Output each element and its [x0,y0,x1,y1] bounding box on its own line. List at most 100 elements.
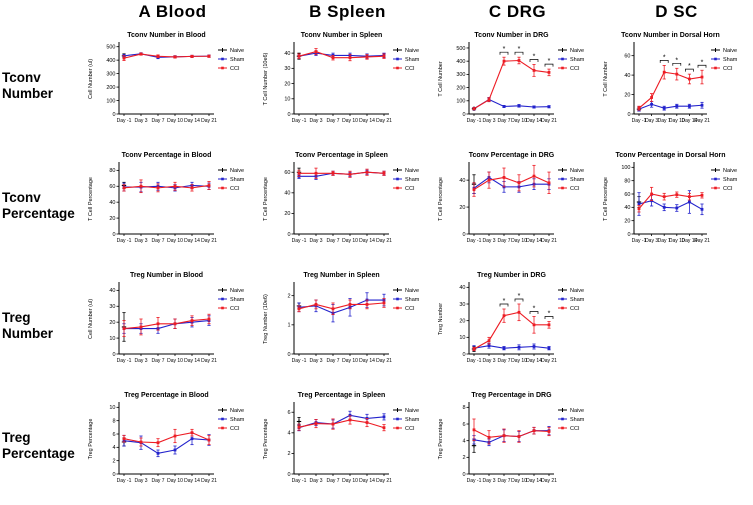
column-header-drg: C DRG [488,2,547,21]
svg-text:CCI: CCI [570,306,580,312]
svg-text:T Cell Percentage: T Cell Percentage [438,177,444,221]
line-chart-svg: Treg Number in Blood Cell Number (ul) 0 10 2… [88,272,245,364]
svg-text:Treg Percentage in DRG: Treg Percentage in DRG [471,392,552,399]
svg-text:Naive: Naive [570,408,584,414]
chart-tconv-percentage-blood: Tconv Percentage in Blood T Cell Percenta… [85,146,260,266]
svg-text:20: 20 [459,318,465,324]
svg-text:CCI: CCI [405,186,415,192]
svg-text:400: 400 [456,59,465,65]
svg-text:Sham: Sham [405,177,420,183]
svg-text:0: 0 [627,112,630,118]
svg-text:400: 400 [106,58,115,64]
svg-text:8: 8 [462,405,465,411]
svg-text:Day 3: Day 3 [309,478,322,484]
svg-text:8: 8 [112,418,115,424]
svg-text:*: * [548,311,551,318]
svg-text:300: 300 [456,72,465,78]
svg-text:40: 40 [459,285,465,291]
empty-cell [600,266,753,386]
svg-text:Cell Number (ul): Cell Number (ul) [88,59,94,99]
svg-text:Sham: Sham [723,57,738,63]
line-chart-svg: Tconv Number in DRG T Cell Number 0 100 200 3… [438,32,585,124]
svg-text:0: 0 [627,232,630,238]
line-chart-svg: Tconv Percentage in DRG T Cell Percentage… [438,152,585,244]
svg-text:10: 10 [284,97,290,103]
svg-text:Day 7: Day 7 [151,118,164,124]
line-chart-svg: Treg Number in Spleen Treg Number (10e6) 0… [263,272,420,364]
svg-text:1: 1 [287,323,290,329]
svg-text:Naive: Naive [570,288,584,294]
svg-text:Treg Percentage: Treg Percentage [88,419,94,460]
svg-text:100: 100 [456,99,465,105]
svg-text:Sham: Sham [405,297,420,303]
svg-text:2: 2 [462,455,465,461]
svg-text:Naive: Naive [230,408,244,414]
svg-text:Tconv Percentage in Spleen: Tconv Percentage in Spleen [295,152,388,159]
svg-text:Day 14: Day 14 [184,118,200,124]
chart-treg-percentage-blood: Treg Percentage in Blood Treg Percentage 0… [85,386,260,505]
svg-text:2: 2 [112,458,115,464]
svg-text:Naive: Naive [230,288,244,294]
svg-text:80: 80 [624,178,630,184]
svg-text:CCI: CCI [230,66,240,72]
svg-text:20: 20 [109,320,115,326]
svg-text:Tconv Number in Dorsal Horn: Tconv Number in Dorsal Horn [621,32,720,39]
svg-text:CCI: CCI [405,426,415,432]
svg-text:40: 40 [624,205,630,211]
svg-text:Naive: Naive [405,168,419,174]
svg-text:*: * [533,306,536,313]
svg-text:Naive: Naive [570,48,584,54]
svg-text:Sham: Sham [230,417,245,423]
svg-text:T Cell Percentage: T Cell Percentage [263,177,269,221]
svg-text:40: 40 [284,51,290,57]
svg-text:Sham: Sham [570,417,585,423]
row-label-tconv-number: Tconv Number [2,70,54,101]
svg-text:Day 21: Day 21 [694,118,710,124]
svg-text:Cell Number (ul): Cell Number (ul) [88,299,94,339]
svg-text:60: 60 [624,192,630,198]
svg-text:Day 7: Day 7 [497,118,510,124]
svg-text:Day 21: Day 21 [541,118,557,124]
svg-text:Tconv Percentage in Dorsal Hor: Tconv Percentage in Dorsal Horn [616,152,726,159]
svg-text:Day 3: Day 3 [482,118,495,124]
column-header-sc: D SC [655,2,698,21]
svg-text:Day 10: Day 10 [167,238,183,244]
svg-text:Naive: Naive [405,408,419,414]
empty-cell [600,386,753,505]
corner-spacer [0,0,85,26]
svg-text:Naive: Naive [405,288,419,294]
svg-text:Day 21: Day 21 [201,118,217,124]
svg-text:0: 0 [112,352,115,358]
svg-text:*: * [533,53,536,60]
svg-text:Day -1: Day -1 [467,478,482,484]
svg-text:0: 0 [462,352,465,358]
svg-text:300: 300 [106,71,115,77]
svg-text:Day 10: Day 10 [511,118,527,124]
svg-text:Sham: Sham [570,177,585,183]
svg-text:Day 21: Day 21 [201,478,217,484]
svg-text:Day -1: Day -1 [117,118,132,124]
svg-text:0: 0 [462,232,465,238]
svg-text:Day -1: Day -1 [292,358,307,364]
svg-text:Day 10: Day 10 [342,478,358,484]
svg-text:Sham: Sham [570,57,585,63]
svg-text:Day 7: Day 7 [326,358,339,364]
svg-text:CCI: CCI [230,306,240,312]
chart-tconv-number-blood: Tconv Number in Blood Cell Number (ul) 0 10… [85,26,260,146]
svg-text:Day 21: Day 21 [541,478,557,484]
svg-text:60: 60 [109,184,115,190]
line-chart-svg: Tconv Number in Blood Cell Number (ul) 0 10… [88,32,245,124]
svg-text:0: 0 [112,112,115,118]
svg-text:40: 40 [624,73,630,79]
svg-text:Day -1: Day -1 [467,238,482,244]
svg-text:T Cell Percentage: T Cell Percentage [88,177,94,221]
line-chart-svg: Tconv Number in Spleen T Cell Number (10e… [263,32,420,124]
svg-text:Day 14: Day 14 [359,478,375,484]
row-label-treg-percentage: Treg Percentage [2,429,75,461]
svg-text:CCI: CCI [230,426,240,432]
svg-text:20: 20 [459,205,465,211]
svg-text:60: 60 [284,170,290,176]
svg-text:Day -1: Day -1 [292,118,307,124]
svg-text:30: 30 [284,66,290,72]
